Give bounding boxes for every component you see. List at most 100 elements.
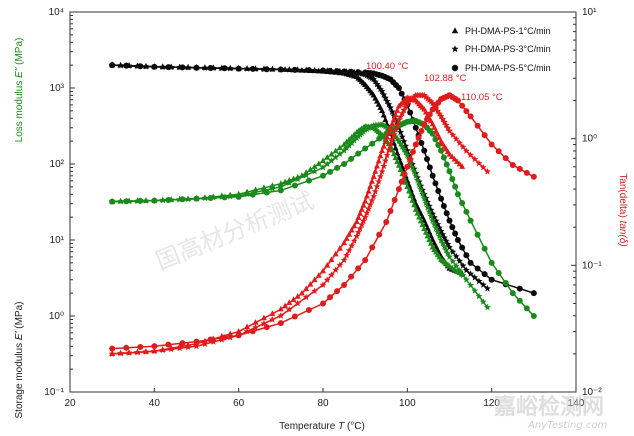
x-tick-label: 120 <box>483 398 500 409</box>
y-left-tick-label: 10⁻¹ <box>44 387 64 398</box>
data-point <box>332 266 340 273</box>
data-point <box>393 121 401 128</box>
data-point <box>495 269 502 276</box>
data-point <box>459 200 466 207</box>
data-point <box>184 343 192 351</box>
data-point <box>379 147 386 154</box>
x-tick-label: 80 <box>317 398 329 409</box>
data-point <box>429 172 436 179</box>
data-point <box>302 171 310 179</box>
data-point <box>350 237 358 244</box>
data-point <box>467 151 475 158</box>
data-point <box>294 175 302 183</box>
data-point <box>388 136 396 143</box>
data-point <box>415 134 422 141</box>
data-point <box>125 349 133 356</box>
data-point <box>366 201 374 208</box>
data-point <box>373 182 381 190</box>
data-point <box>421 121 428 128</box>
data-point <box>320 300 326 307</box>
data-point <box>516 165 523 172</box>
data-point <box>467 217 474 224</box>
data-point <box>395 186 402 193</box>
data-point <box>165 196 172 203</box>
data-point <box>530 313 537 319</box>
data-point <box>193 342 200 350</box>
annotation-1: 100.40 °C <box>366 61 408 72</box>
data-point <box>334 164 341 171</box>
data-point <box>454 191 461 198</box>
data-point <box>179 64 186 71</box>
data-point <box>350 136 358 144</box>
data-point <box>479 298 487 305</box>
legend-marker-2 <box>451 45 459 53</box>
data-point <box>123 198 130 205</box>
data-point <box>381 157 389 164</box>
data-point <box>378 167 386 175</box>
data-point <box>376 172 384 180</box>
legend-label-2: PH-DMA-PS-3°C/min <box>465 44 551 54</box>
data-point <box>385 129 392 136</box>
data-point <box>484 284 491 292</box>
y-left-tick-label: 10³ <box>50 83 65 94</box>
data-point <box>244 323 251 330</box>
data-point <box>474 265 481 272</box>
data-point <box>151 63 158 70</box>
data-point <box>150 347 158 355</box>
data-point <box>463 108 470 115</box>
data-point <box>179 196 186 203</box>
x-tick-label: 20 <box>64 398 76 409</box>
data-point <box>475 277 483 285</box>
x-tick-label: 40 <box>149 398 161 409</box>
data-point <box>319 163 327 171</box>
series-loss-circle <box>109 117 537 319</box>
data-point <box>412 124 419 131</box>
annotation-2: 102.88 °C <box>424 73 466 84</box>
data-point <box>343 144 351 151</box>
data-point <box>327 168 334 175</box>
data-point <box>361 126 369 133</box>
data-point <box>467 270 475 277</box>
data-point <box>451 155 458 162</box>
data-point <box>355 214 362 220</box>
data-point <box>336 144 343 150</box>
data-point <box>235 193 242 200</box>
data-point <box>249 328 256 335</box>
data-point <box>398 178 405 185</box>
data-point <box>387 140 394 148</box>
data-point <box>277 180 284 186</box>
watermark-brand-en: AnyTesting.com <box>527 420 608 431</box>
data-point <box>303 285 310 292</box>
data-point <box>263 66 270 73</box>
data-point <box>421 147 428 154</box>
data-point <box>370 192 378 200</box>
data-point <box>432 136 439 143</box>
y-left-tick-label: 10⁰ <box>49 311 64 322</box>
data-point <box>355 265 362 272</box>
x-tick-label: 60 <box>233 398 245 409</box>
series-tan-triangle <box>109 94 466 356</box>
data-point <box>471 273 479 281</box>
data-point <box>454 237 461 243</box>
data-point <box>488 259 495 266</box>
data-point <box>142 348 150 355</box>
data-point <box>516 297 523 304</box>
data-point <box>311 276 318 283</box>
legend-marker-3 <box>451 64 459 72</box>
data-point <box>320 67 326 74</box>
data-point <box>366 123 374 131</box>
data-point <box>353 232 361 240</box>
data-point <box>327 294 334 301</box>
x-tick-label: 100 <box>399 398 416 409</box>
data-point <box>502 155 509 162</box>
data-point <box>424 156 431 163</box>
data-point <box>348 155 355 162</box>
data-point <box>340 147 348 154</box>
data-point <box>277 320 284 327</box>
watermark-brand-cn: 嘉峪检测网 <box>494 394 604 420</box>
data-point <box>320 157 326 163</box>
data-point <box>305 307 312 314</box>
data-point <box>268 185 276 192</box>
data-point <box>336 150 344 157</box>
data-point <box>358 221 366 228</box>
